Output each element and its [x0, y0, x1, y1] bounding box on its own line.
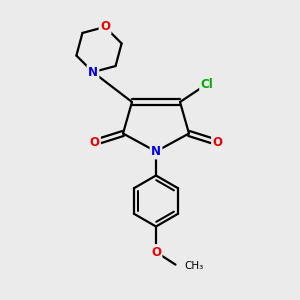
Text: N: N [151, 145, 161, 158]
Text: CH₃: CH₃ [184, 261, 204, 271]
Text: O: O [151, 245, 161, 259]
Text: O: O [212, 136, 223, 149]
Text: O: O [89, 136, 100, 149]
Text: N: N [88, 66, 98, 79]
Text: O: O [100, 20, 110, 33]
Text: Cl: Cl [201, 77, 213, 91]
